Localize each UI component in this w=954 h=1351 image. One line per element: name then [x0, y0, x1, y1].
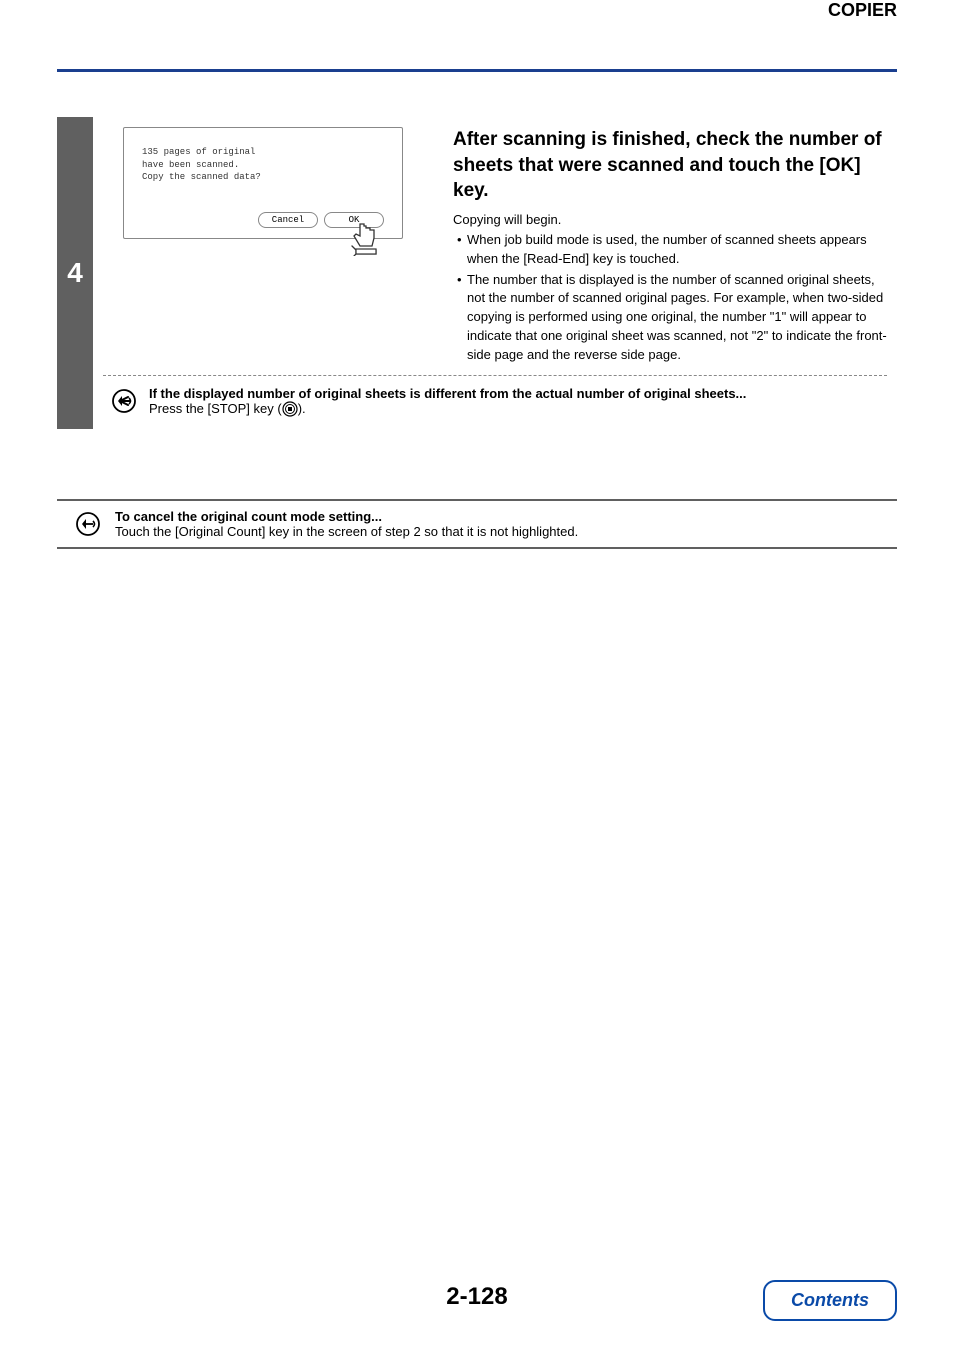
cancel-bold-text: To cancel the original count mode settin… [115, 509, 578, 524]
cancel-setting-box: To cancel the original count mode settin… [57, 499, 897, 549]
back-arrow-icon [75, 511, 101, 537]
bullet-item: The number that is displayed is the numb… [457, 271, 887, 365]
step-bullets: When job build mode is used, the number … [453, 231, 887, 365]
note-prefix: Press the [STOP] key ( [149, 401, 282, 416]
step-subtext: Copying will begin. [453, 212, 887, 227]
step-number: 4 [57, 117, 93, 429]
note-bold-text: If the displayed number of original shee… [149, 386, 746, 401]
back-arrow-icon [111, 388, 137, 414]
pointer-hand-icon [350, 220, 384, 256]
page-header-title: COPIER [0, 0, 954, 29]
cancel-button[interactable]: Cancel [258, 212, 318, 228]
step-heading: After scanning is finished, check the nu… [453, 127, 887, 204]
dialog-line-2: have been scanned. [142, 159, 384, 172]
dialog-line-3: Copy the scanned data? [142, 171, 384, 184]
step-4-container: 4 135 pages of original have been scanne… [57, 117, 897, 429]
stop-key-icon [282, 401, 298, 417]
confirmation-dialog: 135 pages of original have been scanned.… [123, 127, 403, 239]
note-suffix: ). [298, 401, 306, 416]
cancel-text: Touch the [Original Count] key in the sc… [115, 524, 578, 539]
stop-note-row: If the displayed number of original shee… [93, 386, 897, 430]
dialog-line-1: 135 pages of original [142, 146, 384, 159]
dashed-divider [103, 375, 887, 376]
contents-button[interactable]: Contents [763, 1280, 897, 1321]
contents-label: Contents [791, 1290, 869, 1310]
dialog-illustration: 135 pages of original have been scanned.… [93, 127, 453, 367]
header-rule [57, 69, 897, 72]
bullet-item: When job build mode is used, the number … [457, 231, 887, 269]
